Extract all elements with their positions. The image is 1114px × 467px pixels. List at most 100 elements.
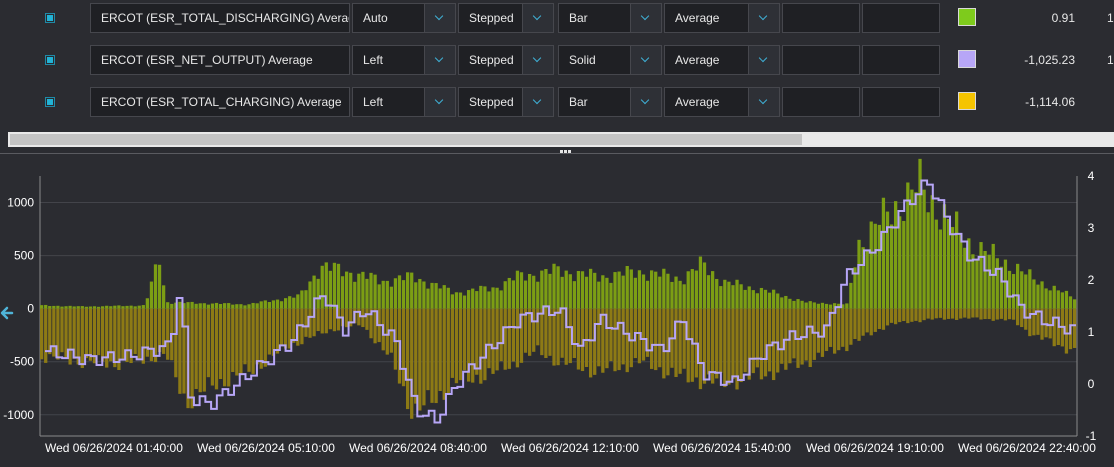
charging-bar (430, 308, 434, 403)
discharging-bar (1068, 296, 1073, 309)
blank-cell[interactable] (782, 3, 860, 33)
charging-bar (462, 308, 467, 371)
chevron-down-icon[interactable] (630, 88, 661, 116)
style-select[interactable]: Bar (558, 87, 662, 117)
style-select[interactable]: Solid (558, 45, 662, 75)
series-row: ERCOT (ESR_TOTAL_DISCHARGING) Average Au… (0, 3, 1114, 33)
discharging-bar (1032, 279, 1036, 309)
charging-bar (841, 308, 845, 347)
color-swatch[interactable] (958, 50, 976, 68)
color-swatch[interactable] (958, 92, 976, 110)
charging-bar (166, 308, 170, 360)
interpolation-select[interactable]: Stepped (458, 45, 554, 75)
aggregation-select[interactable]: Average (664, 3, 780, 33)
series-row: ERCOT (ESR_NET_OUTPUT) Average Left Step… (0, 45, 1114, 75)
charging-bar (540, 308, 544, 356)
chevron-down-icon[interactable] (748, 46, 779, 74)
blank-cell[interactable] (862, 3, 940, 33)
charging-bar (609, 308, 613, 362)
series-checkbox[interactable] (45, 55, 55, 65)
axis-select[interactable]: Auto (352, 3, 456, 33)
discharging-bar (1036, 284, 1040, 309)
discharging-bar (930, 195, 934, 309)
chevron-down-icon[interactable] (522, 88, 553, 116)
discharging-bar (1007, 270, 1012, 309)
charging-bar (889, 308, 894, 323)
charging-bar (877, 308, 881, 330)
blank-cell[interactable] (782, 87, 860, 117)
charging-bar (572, 308, 576, 359)
blank-cell[interactable] (862, 87, 940, 117)
discharging-bar (438, 288, 442, 309)
discharging-bar (617, 271, 621, 309)
discharging-bar (296, 294, 300, 309)
chevron-down-icon[interactable] (630, 46, 661, 74)
discharging-bar (218, 304, 223, 309)
charging-bar (121, 308, 125, 360)
discharging-bar (279, 301, 284, 309)
discharging-bar (544, 269, 548, 309)
chevron-down-icon[interactable] (424, 46, 455, 74)
discharging-bar (621, 275, 625, 309)
axis-select[interactable]: Left (352, 45, 456, 75)
discharging-bar (759, 287, 764, 309)
discharging-bar (906, 182, 910, 309)
discharging-bar (430, 282, 434, 309)
charging-bar (511, 308, 515, 362)
series-checkbox[interactable] (45, 13, 55, 23)
charging-bar (438, 308, 442, 391)
interpolation-select[interactable]: Stepped (458, 87, 554, 117)
discharging-bar (942, 204, 947, 309)
charging-bar (1020, 308, 1024, 328)
style-select[interactable]: Bar (558, 3, 662, 33)
chevron-down-icon[interactable] (424, 4, 455, 32)
chevron-down-icon[interactable] (522, 4, 553, 32)
charging-bar (190, 308, 194, 409)
charging-bar (548, 308, 552, 356)
aggregation-select[interactable]: Average (664, 87, 780, 117)
chevron-down-icon[interactable] (424, 88, 455, 116)
resize-grip-icon[interactable] (560, 150, 572, 154)
discharging-bar (190, 301, 194, 309)
discharging-bar (1020, 271, 1024, 309)
discharging-bar (796, 299, 800, 309)
chevron-down-icon[interactable] (748, 88, 779, 116)
discharging-bar (849, 282, 853, 309)
chevron-down-icon[interactable] (630, 4, 661, 32)
discharging-bar (820, 302, 825, 309)
discharging-bar (633, 277, 637, 309)
scrollbar-thumb[interactable] (10, 134, 802, 145)
discharging-bar (674, 276, 678, 309)
charging-bar (938, 308, 942, 318)
charging-bar (1007, 308, 1012, 320)
charging-bar (772, 308, 776, 381)
charging-bar (576, 308, 581, 370)
series-checkbox[interactable] (45, 97, 55, 107)
discharging-bar (385, 280, 389, 309)
charging-bar (60, 308, 64, 353)
discharging-bar (80, 306, 84, 309)
discharging-bar (401, 280, 406, 309)
net-output-line (45, 179, 1076, 424)
axis-select[interactable]: Left (352, 87, 456, 117)
blank-cell[interactable] (862, 45, 940, 75)
discharging-bar (576, 270, 581, 309)
arrow-left-icon[interactable] (0, 304, 14, 322)
color-swatch[interactable] (958, 8, 976, 26)
discharging-bar (475, 291, 479, 309)
aggregation-select[interactable]: Average (664, 45, 780, 75)
discharging-bar (865, 249, 869, 309)
discharging-bar (149, 281, 154, 309)
chevron-down-icon[interactable] (522, 46, 553, 74)
discharging-bar (605, 277, 609, 309)
charging-bar (934, 308, 938, 319)
horizontal-scrollbar[interactable] (8, 132, 1114, 147)
blank-cell[interactable] (782, 45, 860, 75)
charging-bar (117, 308, 121, 371)
interpolation-select[interactable]: Stepped (458, 3, 554, 33)
charging-bar (467, 308, 471, 382)
discharging-bar (804, 302, 808, 309)
chevron-down-icon[interactable] (748, 4, 779, 32)
x-tick-label: Wed 06/26/2024 05:10:00 (197, 441, 335, 455)
charging-bar (471, 308, 475, 383)
